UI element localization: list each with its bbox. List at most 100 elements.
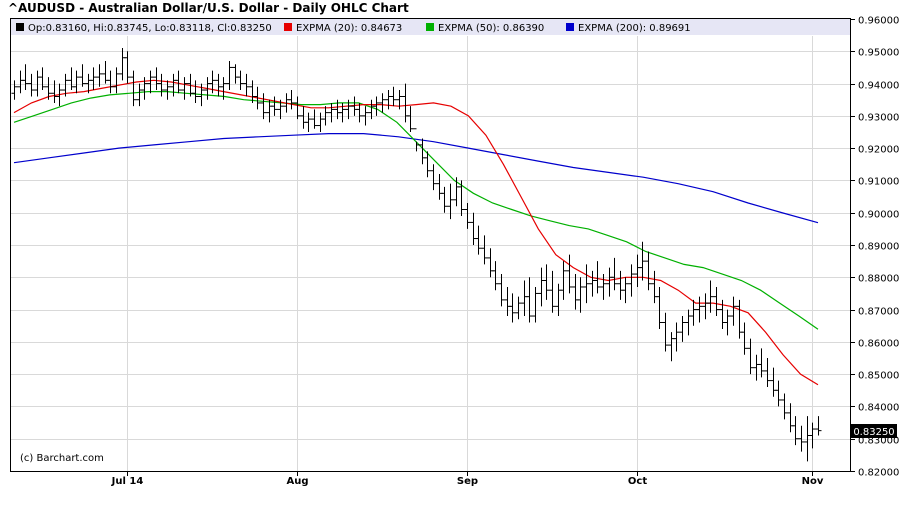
ohlc-bar — [781, 393, 788, 420]
ohlc-bar — [639, 241, 646, 281]
ohlc-bar — [583, 264, 590, 304]
y-tick-label: 0.86000 — [858, 339, 899, 350]
y-tick-label: 0.94000 — [858, 81, 899, 92]
ohlc-bar — [277, 99, 284, 120]
ohlc-bar — [62, 73, 69, 97]
legend-ohlc-swatch — [16, 23, 24, 31]
x-axis: Jul 14AugSepOctNovDec — [111, 471, 824, 487]
ohlc-bar — [792, 416, 799, 446]
ohlc-bar — [56, 83, 63, 107]
ohlc-bar — [611, 257, 618, 291]
ohlc-bar — [158, 73, 165, 97]
y-tick-label: 0.90000 — [858, 210, 899, 221]
ohlc-bar — [600, 274, 607, 300]
ohlc-bar — [356, 102, 363, 123]
ohlc-bar — [656, 286, 663, 329]
ohlc-bar — [441, 186, 448, 213]
ohlc-bar — [458, 180, 465, 216]
ohlc-bar — [741, 322, 748, 355]
ohlc-bar — [339, 102, 346, 123]
legend-ema50: EXPMA (50): 0.86390 — [438, 23, 544, 34]
grid-lines — [11, 36, 850, 471]
ohlc-bar — [260, 93, 267, 120]
ohlc-bar — [747, 338, 754, 375]
ohlc-bar — [141, 77, 148, 100]
chart-title: ^AUDUSD - Australian Dollar/U.S. Dollar … — [8, 1, 409, 15]
y-tick-label: 0.92000 — [858, 145, 899, 156]
ohlc-bar — [311, 109, 318, 129]
ohlc-bar — [543, 264, 550, 300]
data-series — [11, 48, 822, 462]
ohlc-bar — [198, 83, 205, 107]
ohlc-bar — [730, 296, 737, 326]
x-tick-label: Sep — [457, 476, 478, 487]
ohlc-bar — [28, 73, 35, 97]
ohlc-bar — [379, 93, 386, 113]
legend-ema50-swatch — [426, 23, 434, 31]
legend-ema200: EXPMA (200): 0.89691 — [578, 23, 691, 34]
ohlc-bar — [560, 261, 567, 300]
ohlc-bar — [305, 112, 312, 132]
y-tick-label: 0.91000 — [858, 177, 899, 188]
ohlc-bar — [498, 274, 505, 307]
ohlc-bar — [362, 106, 369, 126]
ohlc-bar — [79, 64, 86, 87]
ohlc-bar — [492, 261, 499, 291]
ohlc-bar — [724, 309, 731, 336]
ohlc-bar — [124, 51, 131, 84]
ohlc-bar — [209, 70, 216, 94]
ohlc-bar — [424, 151, 431, 178]
ohlc-bar — [594, 261, 601, 294]
ohlc-bar — [96, 64, 103, 87]
ohlc-bar — [532, 286, 539, 323]
legend-ema200-swatch — [566, 23, 574, 31]
ohlc-bar — [707, 280, 714, 313]
ohlc-bar — [11, 80, 18, 100]
ohlc-bar — [243, 73, 250, 97]
ohlc-bar — [322, 106, 329, 126]
ohlc-bar — [175, 70, 182, 94]
y-axis: 0.82000 0.83000 0.84000 0.85000 0.86000 0.870… — [850, 16, 899, 479]
legend-ohlc: Op:0.83160, Hi:0.83745, Lo:0.83118, Cl:0… — [28, 23, 272, 34]
ohlc-bar — [713, 286, 720, 317]
ohlc-bar — [107, 70, 114, 94]
ohlc-bar — [45, 77, 52, 100]
legend-ema20-swatch — [284, 23, 292, 31]
y-tick-label: 0.93000 — [858, 113, 899, 124]
x-tick-label: Aug — [286, 476, 308, 487]
ohlc-bar — [390, 86, 397, 107]
ohlc-bar — [345, 99, 352, 120]
ohlc-bar — [475, 225, 482, 255]
ohlc-bar — [815, 416, 822, 436]
y-tick-label: 0.85000 — [858, 371, 899, 382]
ohlc-bar — [39, 67, 46, 91]
y-tick-label: 0.96000 — [858, 16, 899, 27]
ohlc-bar — [526, 277, 533, 323]
y-tick-label: 0.82000 — [858, 468, 899, 479]
ohlc-bar — [164, 80, 171, 100]
ohlc-bar — [690, 299, 697, 326]
ohlc-bar — [798, 425, 805, 452]
ohlc-bar — [447, 183, 454, 220]
ema20-line — [13, 79, 819, 386]
x-tick-label: Oct — [628, 476, 647, 487]
ohlc-bar — [192, 80, 199, 103]
ohlc-bar — [628, 264, 635, 297]
ohlc-bar — [294, 96, 301, 120]
ohlc-bar — [254, 86, 261, 110]
ema200-line — [13, 133, 819, 224]
ohlc-bar — [645, 251, 652, 291]
y-tick-label: 0.95000 — [858, 48, 899, 59]
ohlc-bar — [679, 316, 686, 342]
ohlc-bar — [809, 422, 816, 449]
y-tick-label: 0.83000 — [858, 436, 899, 447]
ohlc-bar — [288, 90, 295, 110]
y-tick-label: 0.89000 — [858, 242, 899, 253]
ohlc-bar — [673, 322, 680, 352]
last-price-box — [851, 424, 897, 438]
ohlc-bar — [577, 277, 584, 313]
ohlc-bar — [775, 380, 782, 407]
ohlc-bar — [22, 64, 29, 91]
ohlc-bar — [407, 106, 414, 132]
